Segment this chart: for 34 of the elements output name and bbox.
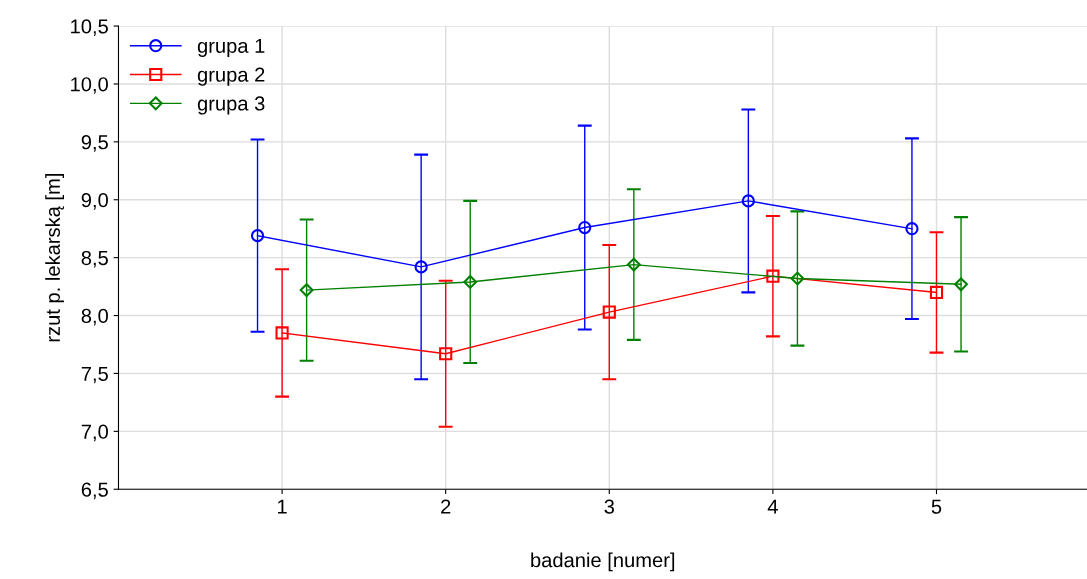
point	[463, 275, 478, 289]
point	[954, 277, 968, 292]
y-tick-label: 8,5	[81, 250, 108, 268]
x-tick-label: 1	[278, 499, 287, 514]
y-tick-label: 10,0	[71, 77, 108, 94]
point	[905, 222, 919, 236]
x-axis-title: badanie [numer]	[531, 552, 675, 572]
x-tick-label: 4	[767, 499, 778, 514]
y-tick-label: 9,5	[81, 135, 108, 152]
point	[578, 220, 592, 235]
point	[602, 305, 616, 319]
y-tick-label: 6,5	[81, 482, 108, 500]
y-tick-label: 10,5	[71, 19, 108, 36]
point	[741, 194, 755, 208]
legend-label: grupa 2	[197, 67, 265, 86]
y-tick-label: 8,0	[81, 308, 108, 326]
point	[626, 257, 641, 272]
y-tick-label: 9,0	[81, 192, 108, 210]
y-tick-label: 7,5	[81, 366, 108, 384]
point	[766, 269, 780, 283]
point	[929, 285, 944, 299]
x-tick-label: 2	[441, 499, 451, 514]
point	[250, 229, 265, 243]
legend-label: grupa 1	[197, 38, 265, 57]
point	[299, 283, 314, 298]
point	[275, 326, 289, 340]
point	[790, 271, 805, 286]
x-tick-label: 3	[604, 499, 614, 514]
y-axis-title: rzut p. lekarską [m]	[45, 174, 65, 342]
point	[414, 260, 428, 274]
x-tick-label: 5	[931, 499, 942, 514]
legend-label: grupa 3	[197, 96, 265, 115]
y-tick-label: 7,0	[81, 424, 108, 442]
point	[439, 347, 453, 361]
